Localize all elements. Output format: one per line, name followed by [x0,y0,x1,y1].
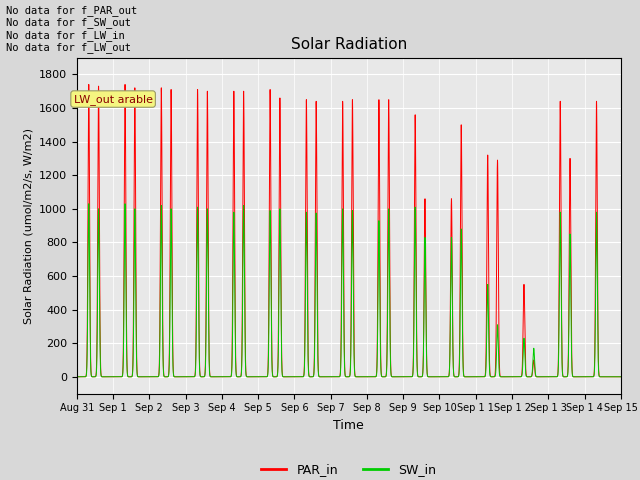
Text: LW_out arable: LW_out arable [74,94,152,105]
Y-axis label: Solar Radiation (umol/m2/s, W/m2): Solar Radiation (umol/m2/s, W/m2) [24,128,33,324]
SW_in [420,306,428,312]
Line: PAR_in: PAR_in [77,84,621,377]
SW_in [317,374,325,380]
SW_in [85,201,93,207]
PAR_in [561,374,568,380]
X-axis label: Time: Time [333,419,364,432]
SW_in [546,374,554,380]
SW_in [609,374,617,380]
SW_in [561,374,568,380]
SW_in [617,374,625,380]
Title: Solar Radiation: Solar Radiation [291,37,407,52]
Legend: PAR_in, SW_in: PAR_in, SW_in [257,458,441,480]
SW_in [73,374,81,380]
PAR_in [546,374,554,380]
PAR_in [420,287,428,293]
PAR_in [85,82,93,87]
Line: SW_in: SW_in [77,204,621,377]
Text: No data for f_PAR_out
No data for f_SW_out
No data for f_LW_in
No data for f_LW_: No data for f_PAR_out No data for f_SW_o… [6,5,138,53]
SW_in [616,374,623,380]
PAR_in [73,374,81,380]
PAR_in [317,374,325,380]
PAR_in [617,374,625,380]
PAR_in [616,374,623,380]
PAR_in [609,374,617,380]
